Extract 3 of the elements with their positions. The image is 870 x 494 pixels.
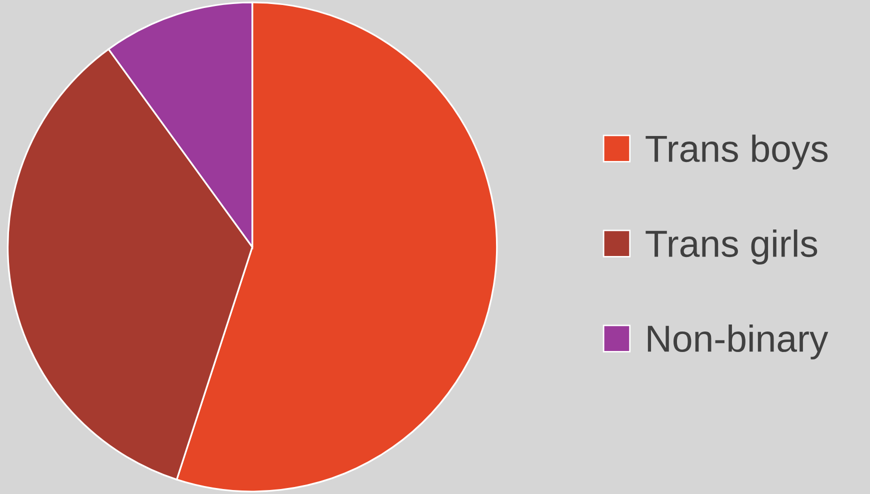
legend-label: Trans girls (646, 230, 818, 264)
legend-label: Non-binary (648, 324, 828, 360)
legend-label: Trans boys (646, 134, 828, 170)
